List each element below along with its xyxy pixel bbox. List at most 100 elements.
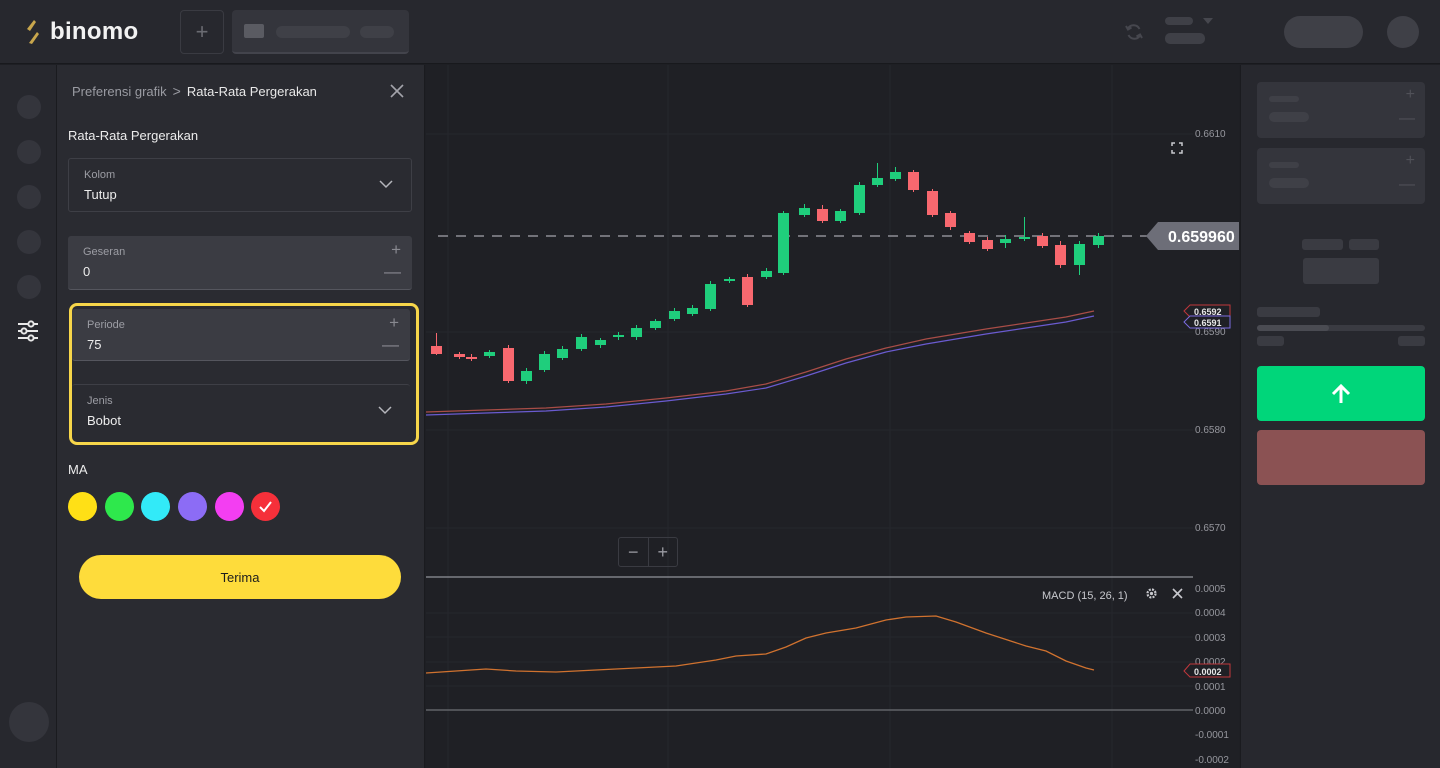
call-up-button[interactable]: [1257, 366, 1425, 421]
chevron-down-icon: [379, 180, 393, 189]
rail-item-4[interactable]: [17, 230, 41, 254]
chevron-down-icon[interactable]: [1203, 18, 1213, 24]
asset-payout-placeholder: [360, 26, 394, 38]
candle-bear: [1037, 236, 1048, 246]
amount-selector[interactable]: + —: [1257, 148, 1425, 204]
ma-tag-violet-label: 0.6591: [1194, 318, 1222, 328]
candle-bull: [705, 284, 716, 309]
color-swatch-violet[interactable]: [178, 492, 207, 521]
candle-bull: [761, 271, 772, 277]
column-select[interactable]: Kolom Tutup: [68, 158, 412, 212]
macd-indicator-label: MACD (15, 26, 1): [1042, 590, 1128, 602]
refresh-icon[interactable]: [1124, 22, 1144, 42]
rail-item-5[interactable]: [17, 275, 41, 299]
offset-increment-button[interactable]: +: [391, 240, 401, 259]
breadcrumb-chart-preferences[interactable]: Preferensi grafik: [72, 83, 167, 99]
color-swatch-yellow[interactable]: [68, 492, 97, 521]
color-swatch-magenta[interactable]: [215, 492, 244, 521]
close-icon[interactable]: [1172, 588, 1183, 599]
current-price-tag: [1146, 222, 1239, 250]
rail-item-1[interactable]: [17, 95, 41, 119]
candle-bull: [613, 335, 624, 337]
candle-bear: [431, 346, 442, 354]
time-selector[interactable]: + —: [1257, 82, 1425, 138]
ma-tag-violet: [1183, 315, 1231, 329]
amount-decrement-button[interactable]: —: [1399, 176, 1415, 193]
amount-value-placeholder: [1269, 178, 1309, 188]
color-swatch-cyan[interactable]: [141, 492, 170, 521]
type-label: Jenis: [87, 395, 113, 407]
candle-bull: [669, 311, 680, 319]
type-select[interactable]: Jenis Bobot: [72, 384, 410, 436]
fullscreen-icon[interactable]: [1171, 142, 1183, 154]
color-swatch-green[interactable]: [105, 492, 134, 521]
rail-item-3[interactable]: [17, 185, 41, 209]
period-stepper[interactable]: Periode 75 + —: [72, 309, 410, 361]
sentiment-bar: [1257, 325, 1425, 331]
zoom-out-button[interactable]: −: [619, 538, 649, 566]
candle-bull: [890, 172, 901, 179]
time-increment-button[interactable]: +: [1405, 86, 1415, 103]
offset-decrement-button[interactable]: —: [384, 262, 401, 281]
support-chat-button[interactable]: [9, 702, 49, 742]
macd-axis-tick: 0.0005: [1195, 584, 1226, 595]
deposit-button[interactable]: [1284, 16, 1363, 48]
column-value: Tutup: [84, 187, 117, 202]
zoom-controls: − +: [618, 537, 678, 567]
add-asset-tab-button[interactable]: +: [180, 10, 224, 54]
amount-increment-button[interactable]: +: [1405, 152, 1415, 169]
macd-tag: [1183, 663, 1231, 678]
time-decrement-button[interactable]: —: [1399, 110, 1415, 127]
gear-icon[interactable]: [1145, 587, 1158, 600]
macd-axis-tick: -0.0001: [1195, 730, 1229, 741]
sentiment-label-placeholder: [1257, 307, 1320, 317]
payout-label-placeholder: [1302, 239, 1343, 250]
balance-placeholder: [1165, 33, 1205, 44]
period-increment-button[interactable]: +: [389, 313, 399, 332]
binomo-logo-icon: [27, 20, 39, 44]
candle-bear: [454, 354, 465, 357]
section-title: Rata-Rata Pergerakan: [68, 128, 199, 143]
logo: binomo: [24, 18, 138, 46]
time-label-placeholder: [1269, 96, 1299, 102]
current-price-label: 0.659960: [1168, 229, 1235, 246]
candle-bull: [557, 349, 568, 358]
asset-flag-icon: [244, 24, 264, 38]
price-chart[interactable]: 0.6610 0.6590 0.6580 0.6570 0.0005 0.0004 0.0…: [426, 65, 1239, 768]
candle-bull: [631, 328, 642, 337]
moving-average-settings-panel: Preferensi grafik > Rata-Rata Pergerakan…: [57, 65, 425, 768]
macd-axis-tick: 0.0000: [1195, 706, 1226, 717]
chart-canvas[interactable]: 0.6610 0.6590 0.6580 0.6570 0.0005 0.0004 0.0…: [426, 65, 1239, 768]
candle-bull: [1000, 239, 1011, 243]
avatar[interactable]: [1387, 16, 1419, 48]
ma-color-label: MA: [68, 462, 88, 477]
candle-bull: [687, 308, 698, 314]
candle-bull: [778, 213, 789, 273]
candle-bull: [1074, 244, 1085, 265]
chart-settings-icon[interactable]: [17, 320, 39, 342]
candle-bear: [817, 209, 828, 221]
put-down-button[interactable]: [1257, 430, 1425, 485]
macd-axis-tick: 0.0004: [1195, 608, 1226, 619]
candle-bull: [724, 279, 735, 281]
sentiment-up-placeholder: [1257, 336, 1284, 346]
color-swatch-red[interactable]: [251, 492, 280, 521]
rail-item-2[interactable]: [17, 140, 41, 164]
price-axis-tick: 0.6590: [1195, 327, 1226, 338]
period-decrement-button[interactable]: —: [382, 335, 399, 354]
candle-bear: [503, 348, 514, 381]
asset-tab[interactable]: [232, 10, 409, 54]
candle-bull: [521, 371, 532, 381]
candle-bull: [872, 178, 883, 185]
period-value: 75: [87, 337, 102, 352]
offset-stepper[interactable]: Geseran 0 + —: [68, 236, 412, 290]
top-bar: binomo +: [0, 0, 1440, 64]
close-icon[interactable]: [389, 83, 405, 99]
account-type-placeholder: [1165, 17, 1193, 25]
candle-bull: [539, 354, 550, 370]
accept-button[interactable]: Terima: [79, 555, 401, 599]
price-axis-tick: 0.6570: [1195, 523, 1226, 534]
candle-bear: [982, 240, 993, 249]
ma-tag-red: [1183, 304, 1231, 318]
zoom-in-button[interactable]: +: [657, 541, 668, 562]
